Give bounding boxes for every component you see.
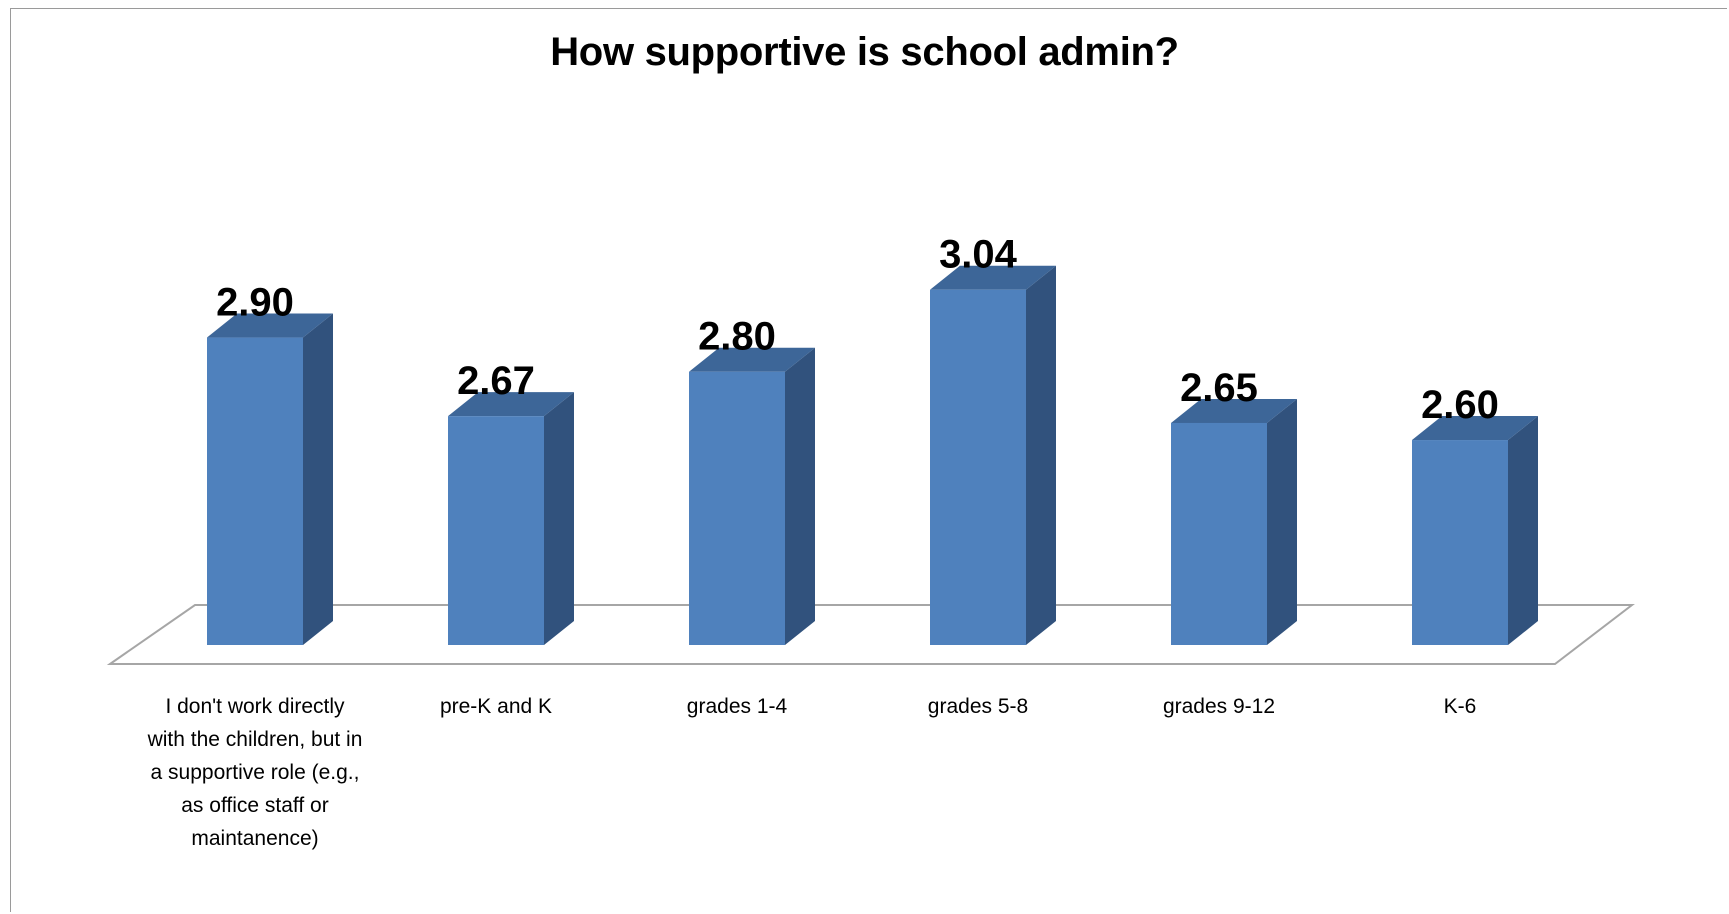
bar-side xyxy=(303,313,333,645)
bar-1 xyxy=(207,313,333,645)
chart-title: How supportive is school admin? xyxy=(550,30,1179,74)
bar-top xyxy=(1171,398,1297,423)
chart-floor xyxy=(106,604,1635,665)
bar-6 xyxy=(1412,416,1538,645)
bar-front xyxy=(689,371,785,645)
bar-side xyxy=(1026,265,1056,645)
category-label: K-6 xyxy=(1443,695,1477,718)
bar-top xyxy=(689,347,815,372)
bar-front xyxy=(1171,422,1267,645)
data-label: 3.04 xyxy=(939,233,1018,277)
bar-side xyxy=(1508,416,1538,645)
category-label: pre-K and K xyxy=(439,695,553,718)
bars-layer xyxy=(207,265,1538,645)
bar-top xyxy=(207,313,333,338)
bar-side xyxy=(785,347,815,645)
bar-front xyxy=(448,416,544,645)
bar-5 xyxy=(1171,398,1297,645)
category-label: I don't work directly with the children,… xyxy=(147,695,363,850)
bar-top xyxy=(930,265,1056,290)
data-label: 2.60 xyxy=(1421,383,1499,427)
bar-4 xyxy=(930,265,1056,645)
data-label: 2.67 xyxy=(457,359,535,403)
bar-side xyxy=(544,392,574,645)
data-labels-layer: 2.90 2.67 2.80 3.04 2.65 2.60 xyxy=(216,233,1499,427)
category-label: grades 1-4 xyxy=(686,695,788,718)
category-label: grades 9-12 xyxy=(1162,695,1276,718)
bar-top xyxy=(1412,416,1538,441)
bar-front xyxy=(1412,440,1508,645)
bar-2 xyxy=(448,392,574,645)
data-label: 2.65 xyxy=(1180,366,1258,410)
bar-3 xyxy=(689,347,815,645)
bar-top xyxy=(448,392,574,417)
bar-side xyxy=(1267,398,1297,645)
category-label: grades 5-8 xyxy=(927,695,1029,718)
data-label: 2.90 xyxy=(216,281,294,325)
data-label: 2.80 xyxy=(698,315,776,359)
bar-front xyxy=(930,289,1026,645)
bar-front xyxy=(207,337,303,645)
chart-frame xyxy=(10,8,1727,912)
